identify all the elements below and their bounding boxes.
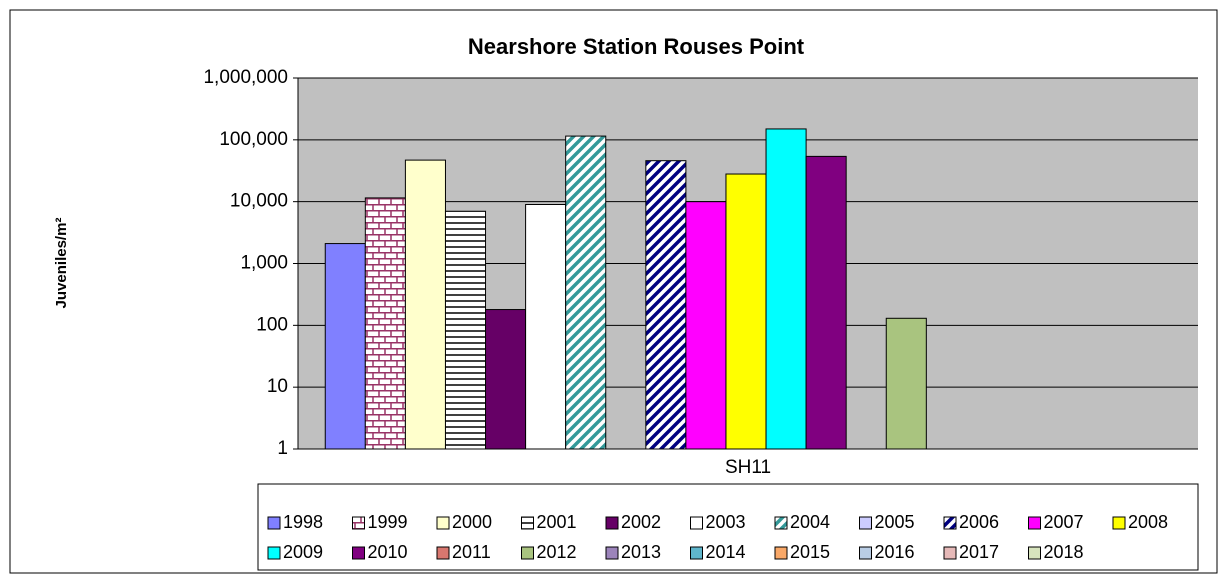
legend-label: 2010 [368, 542, 408, 562]
y-tick-label: 1,000,000 [203, 67, 288, 88]
bar [685, 201, 727, 450]
bar [885, 317, 927, 450]
y-axis-label: Juveniles/m² [53, 218, 70, 309]
bar [324, 243, 366, 450]
legend-label: 1998 [283, 512, 323, 532]
y-tick-label: 100 [256, 314, 288, 335]
bar [525, 203, 567, 450]
legend-swatch [267, 516, 281, 530]
chart-title: Nearshore Station Rouses Point [468, 34, 805, 59]
legend-swatch [774, 546, 788, 560]
legend-swatch [605, 516, 619, 530]
legend-swatch [1028, 546, 1041, 560]
y-tick-label: 10,000 [230, 191, 288, 212]
legend-label: 2011 [452, 542, 491, 562]
legend-label: 2006 [959, 512, 999, 532]
legend-label: 2012 [537, 542, 577, 562]
y-tick-label: 1 [277, 438, 288, 459]
y-tick-label: 10 [267, 376, 288, 397]
legend-swatch [352, 516, 365, 530]
legend-label: 2007 [1044, 512, 1084, 532]
bar [805, 155, 847, 450]
legend-label: 2014 [706, 542, 746, 562]
bar [725, 173, 767, 450]
legend-label: 2002 [621, 512, 661, 532]
legend-label: 2008 [1128, 512, 1168, 532]
legend-swatch [436, 546, 450, 560]
legend-swatch [774, 516, 788, 530]
legend-swatch [436, 516, 450, 530]
legend-swatch [521, 516, 534, 530]
x-tick-label: SH11 [725, 457, 771, 478]
y-tick-label: 100,000 [219, 129, 288, 150]
legend-label: 2000 [452, 512, 492, 532]
legend-swatch [605, 546, 619, 560]
legend-label: 2009 [283, 542, 323, 562]
legend-swatch [859, 546, 872, 560]
legend-swatch [690, 546, 703, 560]
legend-label: 2018 [1044, 542, 1084, 562]
legend-label: 2004 [790, 512, 830, 532]
legend-label: 2013 [621, 542, 661, 562]
legend-swatch [1112, 516, 1126, 530]
legend-label: 2005 [875, 512, 915, 532]
legend-label: 2001 [537, 512, 577, 532]
legend-swatch [859, 516, 872, 530]
legend-box [257, 483, 1199, 571]
legend-label: 2015 [790, 542, 830, 562]
legend-swatch [352, 546, 365, 560]
legend-swatch [943, 516, 957, 530]
legend-label: 2016 [875, 542, 915, 562]
bar [404, 159, 446, 450]
bar [565, 135, 607, 450]
legend-label: 2017 [959, 542, 999, 562]
legend-swatch [943, 546, 957, 560]
bar [364, 197, 406, 450]
bar [765, 128, 807, 450]
legend-swatch [1028, 516, 1041, 530]
bar [645, 160, 687, 450]
bar [485, 309, 527, 450]
bar [444, 210, 487, 450]
legend-swatch [267, 546, 281, 560]
legend-label: 1999 [368, 512, 408, 532]
legend-swatch [690, 516, 703, 530]
legend-swatch [521, 546, 534, 560]
legend-label: 2003 [706, 512, 746, 532]
y-tick-label: 1,000 [240, 253, 288, 274]
